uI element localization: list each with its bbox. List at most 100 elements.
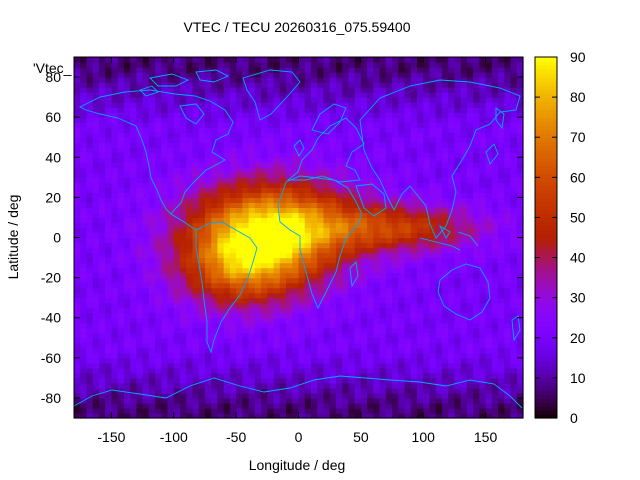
heatmap-cell xyxy=(217,292,225,299)
heatmap-cell xyxy=(229,407,237,414)
heatmap-cell xyxy=(248,197,256,204)
heatmap-cell xyxy=(310,282,318,289)
heatmap-cell xyxy=(373,352,381,359)
heatmap-cell xyxy=(473,317,480,324)
heatmap-cell xyxy=(267,342,275,349)
heatmap-cell xyxy=(498,172,505,178)
heatmap-cell xyxy=(148,187,156,193)
heatmap-cell xyxy=(379,322,387,329)
heatmap-cell xyxy=(441,172,449,178)
heatmap-cell xyxy=(204,167,212,173)
heatmap-cell xyxy=(423,142,431,148)
heatmap-cell xyxy=(504,212,512,219)
heatmap-cell xyxy=(416,357,424,364)
heatmap-cell xyxy=(80,282,88,289)
heatmap-cell xyxy=(404,247,412,254)
heatmap-cell xyxy=(273,412,281,419)
heatmap-cell xyxy=(167,87,175,93)
heatmap-cell xyxy=(310,377,318,384)
heatmap-cell xyxy=(261,407,268,414)
heatmap-cell xyxy=(136,222,144,229)
heatmap-cell xyxy=(186,277,194,284)
heatmap-cell xyxy=(254,82,262,88)
heatmap-cell xyxy=(429,242,437,249)
heatmap-cell xyxy=(454,97,462,103)
heatmap-cell xyxy=(491,197,499,204)
heatmap-cell xyxy=(123,362,131,369)
heatmap-cell xyxy=(254,207,262,214)
heatmap-cell xyxy=(248,407,256,414)
heatmap-cell xyxy=(317,397,325,404)
heatmap-cell xyxy=(111,122,119,128)
heatmap-cell xyxy=(454,127,462,133)
heatmap-cell xyxy=(385,412,393,419)
heatmap-cell xyxy=(354,152,362,158)
heatmap-cell xyxy=(105,127,113,133)
heatmap-cell xyxy=(267,217,275,224)
heatmap-cell xyxy=(167,147,175,153)
heatmap-cell xyxy=(329,252,337,259)
heatmap-cell xyxy=(392,137,399,143)
heatmap-cell xyxy=(473,372,480,379)
heatmap-cell xyxy=(441,107,449,113)
heatmap-cell xyxy=(254,317,262,324)
heatmap-cell xyxy=(441,337,449,344)
heatmap-cell xyxy=(242,322,250,329)
heatmap-cell xyxy=(491,107,499,113)
heatmap-cell xyxy=(148,277,156,284)
heatmap-cell xyxy=(510,212,518,219)
heatmap-cell xyxy=(167,187,175,193)
heatmap-cell xyxy=(423,272,431,279)
heatmap-cell xyxy=(92,197,100,204)
heatmap-cell xyxy=(491,97,499,103)
heatmap-cell xyxy=(142,317,150,324)
heatmap-cell xyxy=(98,67,106,73)
heatmap-cell xyxy=(310,357,318,364)
heatmap-cell xyxy=(429,312,437,319)
heatmap-cell xyxy=(217,102,225,108)
heatmap-cell xyxy=(86,182,94,188)
heatmap-cell xyxy=(186,257,194,264)
heatmap-cell xyxy=(248,227,256,234)
heatmap-cell xyxy=(136,192,144,198)
heatmap-cell xyxy=(448,132,456,138)
heatmap-cell xyxy=(385,262,393,269)
heatmap-cell xyxy=(304,142,312,148)
heatmap-cell xyxy=(98,387,106,394)
heatmap-cell xyxy=(348,187,356,193)
heatmap-cell xyxy=(292,172,300,178)
heatmap-cell xyxy=(335,177,343,183)
heatmap-cell xyxy=(248,367,256,374)
heatmap-cell xyxy=(348,392,356,399)
heatmap-cell xyxy=(105,377,113,384)
heatmap-cell xyxy=(92,287,100,294)
heatmap-cell xyxy=(466,362,474,369)
heatmap-cell xyxy=(373,252,381,259)
heatmap-cell xyxy=(136,207,144,214)
heatmap-cell xyxy=(267,72,275,78)
heatmap-cell xyxy=(491,402,499,409)
heatmap-cell xyxy=(142,387,150,394)
heatmap-cell xyxy=(223,212,231,219)
heatmap-cell xyxy=(317,107,325,113)
heatmap-cell xyxy=(398,72,406,78)
heatmap-cell xyxy=(510,182,518,188)
heatmap-cell xyxy=(204,307,212,314)
heatmap-cell xyxy=(236,402,243,409)
heatmap-cell xyxy=(198,292,206,299)
heatmap-cell xyxy=(111,167,119,173)
heatmap-cell xyxy=(273,112,281,118)
heatmap-cell xyxy=(155,412,162,419)
heatmap-cell xyxy=(367,192,374,198)
heatmap-cell xyxy=(504,262,512,269)
heatmap-cell xyxy=(498,227,505,234)
heatmap-cell xyxy=(136,112,144,118)
heatmap-cell xyxy=(429,392,437,399)
heatmap-cell xyxy=(448,282,456,289)
heatmap-cell xyxy=(392,322,399,329)
heatmap-cell xyxy=(491,337,499,344)
heatmap-cell xyxy=(242,92,250,98)
heatmap-cell xyxy=(186,242,194,249)
heatmap-cell xyxy=(385,237,393,244)
heatmap-cell xyxy=(248,362,256,369)
